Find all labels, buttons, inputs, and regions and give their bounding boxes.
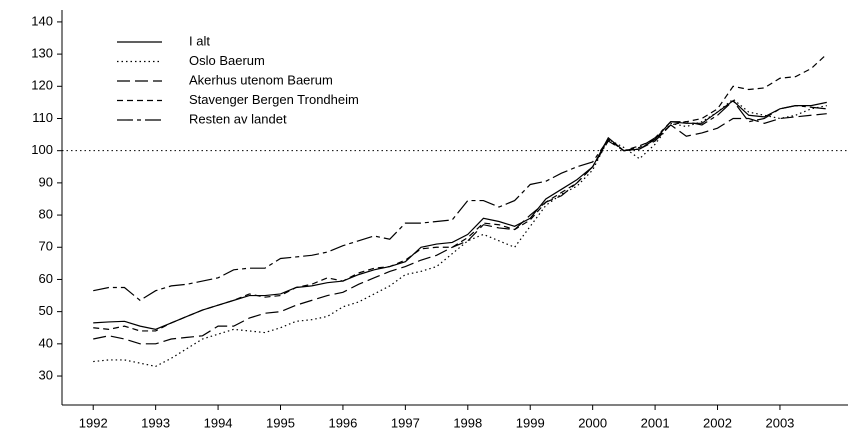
x-tick-label: 1993 [141,415,170,430]
legend-label: Stavenger Bergen Trondheim [189,92,359,107]
y-tick-label: 30 [39,367,53,382]
x-tick-label: 1996 [328,415,357,430]
series-line [93,99,827,302]
legend-label: Oslo Baerum [189,53,265,68]
y-tick-label: 140 [31,13,53,28]
legend-label: Akerhus utenom Baerum [189,72,333,87]
x-tick-label: 1998 [453,415,482,430]
y-tick-label: 60 [39,271,53,286]
x-tick-label: 1995 [266,415,295,430]
legend-label: I alt [189,33,210,48]
x-tick-label: 2000 [578,415,607,430]
y-tick-label: 90 [39,174,53,189]
x-tick-label: 1999 [516,415,545,430]
y-tick-label: 50 [39,303,53,318]
series-line [93,100,827,330]
x-tick-label: 1997 [391,415,420,430]
x-tick-label: 2001 [641,415,670,430]
y-tick-label: 100 [31,142,53,157]
x-tick-label: 2003 [765,415,794,430]
x-tick-label: 1992 [79,415,108,430]
y-tick-label: 80 [39,207,53,222]
y-tick-label: 120 [31,78,53,93]
legend-label: Resten av landet [189,111,287,126]
y-tick-label: 40 [39,335,53,350]
x-tick-label: 1994 [204,415,233,430]
y-tick-label: 130 [31,46,53,61]
series-line [93,113,827,345]
x-tick-label: 2002 [703,415,732,430]
y-tick-label: 70 [39,239,53,254]
series-line [93,98,827,368]
series-line [93,53,828,332]
y-tick-label: 110 [32,110,53,125]
